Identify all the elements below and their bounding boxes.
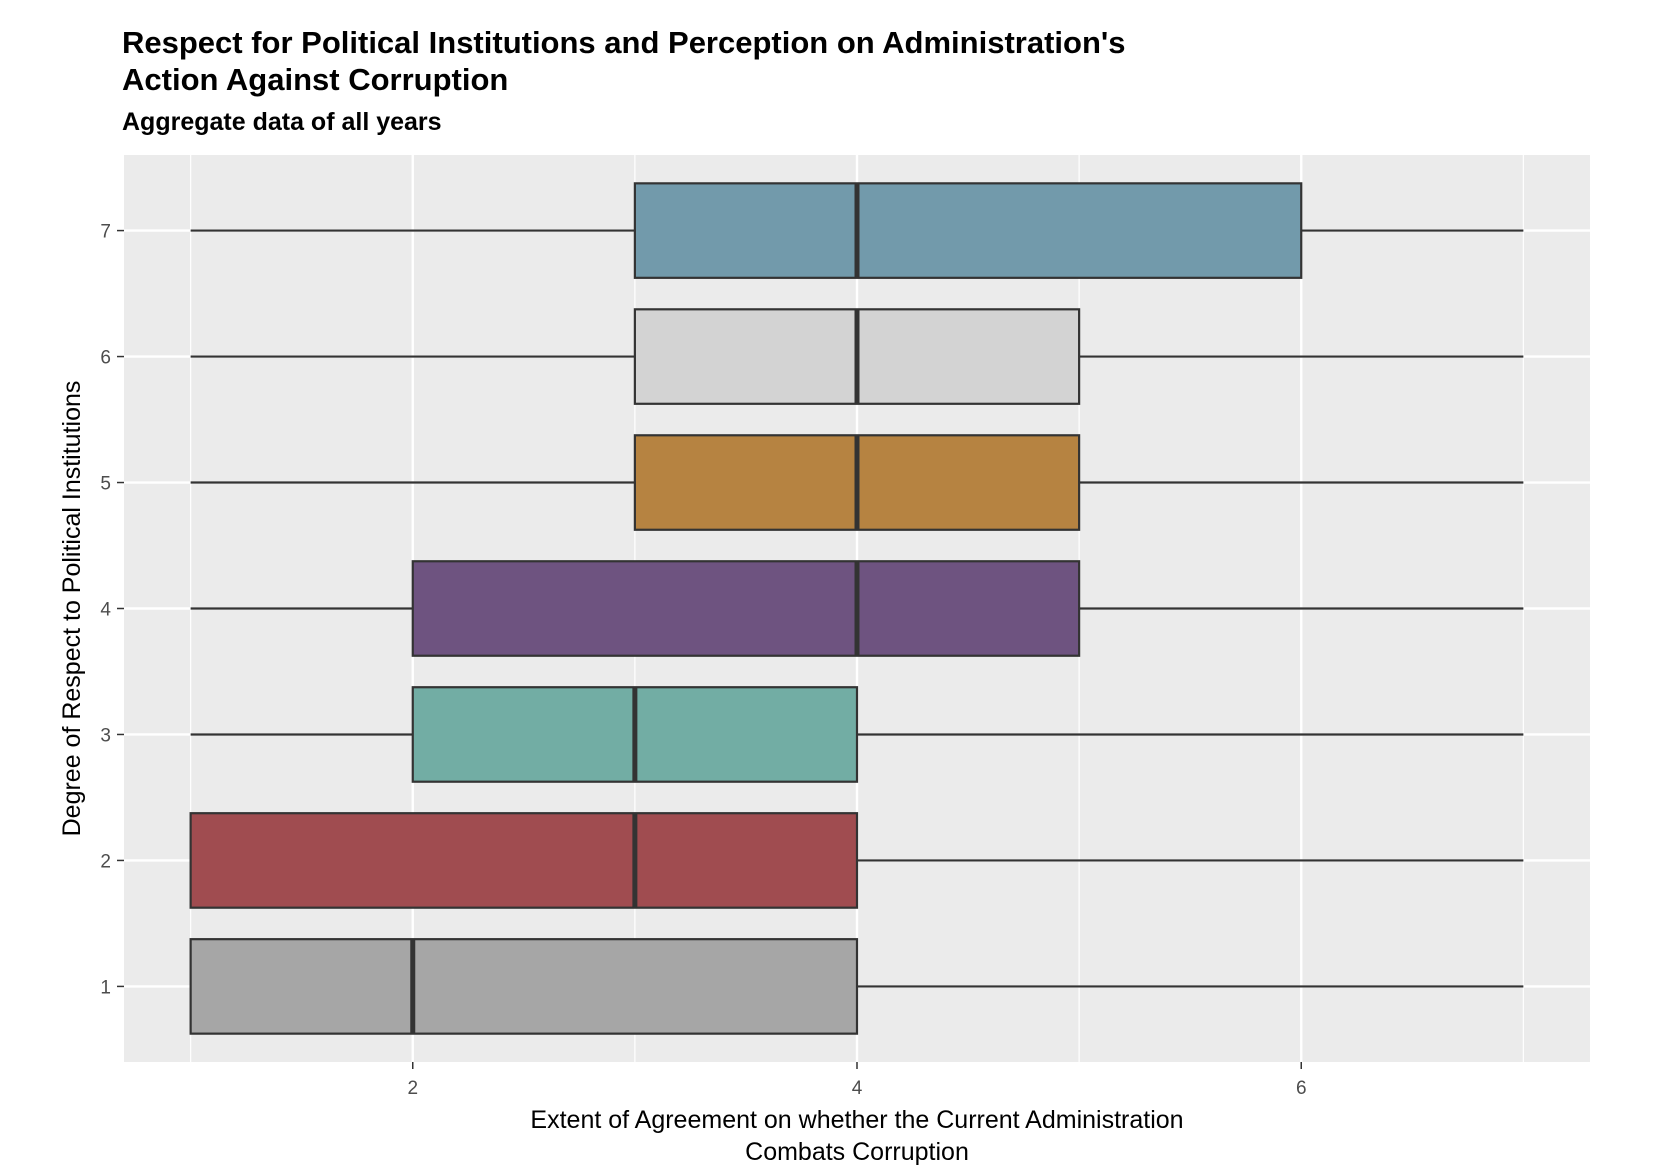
chart-title-line-1: Respect for Political Institutions and P… xyxy=(122,25,1126,60)
y-axis-title: Degree of Respect to Political Instituti… xyxy=(58,381,86,837)
y-tick-label-5: 5 xyxy=(100,474,111,495)
whiskers-layer xyxy=(190,229,1524,988)
box-7 xyxy=(633,182,1303,279)
x-tick-label-6: 6 xyxy=(1296,1078,1307,1099)
y-tick-label-6: 6 xyxy=(100,348,111,369)
x-tick-label-2: 2 xyxy=(407,1078,418,1099)
y-tick-label-3: 3 xyxy=(100,725,111,746)
y-tick-label-7: 7 xyxy=(100,222,111,243)
y-tick-label-4: 4 xyxy=(100,600,111,621)
y-tick-label-1: 1 xyxy=(100,977,111,998)
chart-subtitle: Aggregate data of all years xyxy=(122,108,442,136)
boxes-layer xyxy=(189,182,1303,1035)
x-axis: 2 4 6 xyxy=(407,1062,1307,1099)
box-4 xyxy=(411,560,1081,657)
y-tick-label-2: 2 xyxy=(100,851,111,872)
x-axis-title-line-2: Combats Corruption xyxy=(745,1138,969,1166)
box-1 xyxy=(189,938,859,1035)
x-tick-label-4: 4 xyxy=(852,1078,863,1099)
y-axis: 1 2 3 4 5 6 7 xyxy=(100,222,124,998)
chart-title-line-2: Action Against Corruption xyxy=(122,62,509,97)
x-axis-title-line-1: Extent of Agreement on whether the Curre… xyxy=(530,1106,1183,1134)
box-2 xyxy=(189,812,859,909)
chart-title: Respect for Political Institutions and P… xyxy=(122,24,1522,98)
